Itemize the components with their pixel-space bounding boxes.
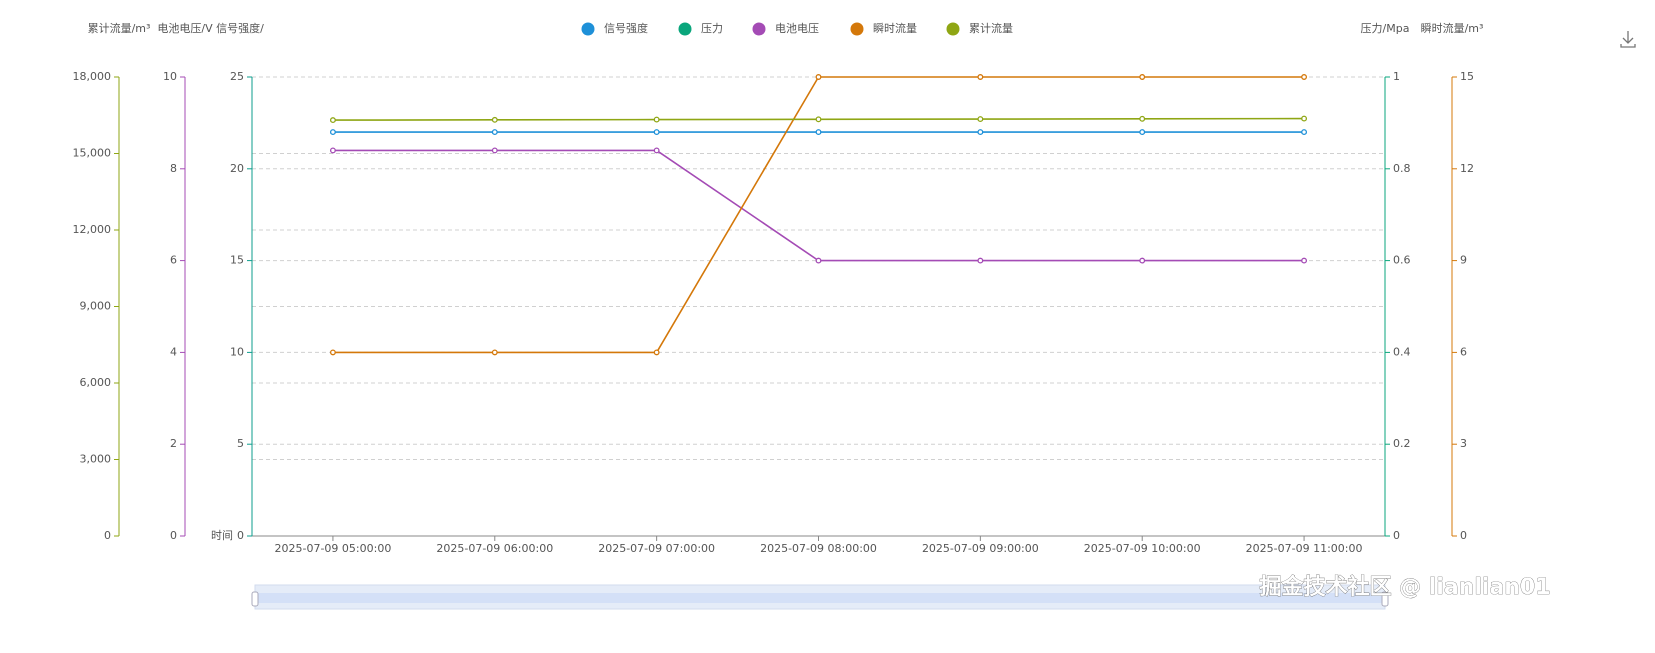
y-tick-label: 6 — [170, 254, 177, 267]
y-tick-label: 0.2 — [1393, 437, 1411, 450]
data-point — [491, 349, 498, 356]
legend-label: 瞬时流量 — [873, 21, 917, 35]
legend-label: 压力 — [701, 22, 723, 35]
y-tick-label: 9,000 — [80, 300, 112, 313]
data-point — [815, 129, 822, 136]
y-tick-label: 0.4 — [1393, 345, 1411, 358]
x-tick-label: 2025-07-09 08:00:00 — [760, 542, 877, 555]
x-tick-label: 2025-07-09 07:00:00 — [598, 542, 715, 555]
y-tick-label: 12,000 — [73, 223, 112, 236]
y-tick-label: 15 — [230, 254, 244, 267]
y-tick-label: 1 — [1393, 70, 1400, 83]
data-point — [977, 257, 984, 264]
y-tick-label: 0.8 — [1393, 162, 1411, 175]
data-point — [653, 147, 660, 154]
legend-marker — [752, 22, 766, 36]
x-tick-label: 2025-07-09 09:00:00 — [922, 542, 1039, 555]
y-tick-label: 20 — [230, 162, 244, 175]
data-point — [815, 257, 822, 264]
data-point — [1301, 115, 1308, 122]
data-point — [329, 349, 336, 356]
data-point — [1139, 257, 1146, 264]
watermark: 掘金技术社区 @ lianlian01 — [1259, 574, 1550, 600]
data-point — [1301, 129, 1308, 136]
y-tick-label: 15 — [1460, 70, 1474, 83]
y-tick-label: 2 — [170, 437, 177, 450]
x-tick-label: 2025-07-09 11:00:00 — [1246, 542, 1363, 555]
y-axis-name: 瞬时流量/m³ — [1421, 21, 1484, 35]
y-tick-label: 5 — [237, 437, 244, 450]
legend-marker — [850, 22, 864, 36]
data-point — [1301, 74, 1308, 80]
data-point — [653, 349, 660, 356]
y-tick-label: 10 — [230, 345, 244, 358]
y-tick-label: 0 — [1460, 529, 1467, 542]
y-tick-label: 8 — [170, 162, 177, 175]
y-tick-label: 0 — [104, 529, 111, 542]
data-point — [491, 147, 498, 154]
y-tick-label: 0 — [170, 529, 177, 542]
data-point — [329, 147, 336, 154]
y-tick-label: 6,000 — [80, 376, 112, 389]
y-tick-label: 0 — [1393, 529, 1400, 542]
y-tick-label: 3 — [1460, 437, 1467, 450]
legend-marker — [581, 22, 595, 36]
data-point — [1139, 115, 1146, 122]
data-point — [653, 129, 660, 136]
data-point — [329, 129, 336, 136]
y-tick-label: 12 — [1460, 162, 1474, 175]
y-axis-name: 压力/Mpa — [1361, 22, 1410, 35]
data-point — [1139, 74, 1146, 80]
x-tick-label: 2025-07-09 06:00:00 — [436, 542, 553, 555]
y-tick-label: 0 — [237, 529, 244, 542]
y-tick-label: 15,000 — [73, 147, 112, 160]
y-tick-label: 4 — [170, 345, 177, 358]
y-tick-label: 0.6 — [1393, 254, 1411, 267]
data-point — [1301, 257, 1308, 264]
y-tick-label: 6 — [1460, 345, 1467, 358]
data-point — [977, 129, 984, 136]
data-point — [1139, 129, 1146, 136]
y-axis-name: 电池电压/V — [157, 22, 213, 35]
data-point — [815, 116, 822, 123]
y-axis-name: 信号强度/ — [216, 21, 264, 35]
x-tick-label: 2025-07-09 05:00:00 — [275, 542, 392, 555]
data-point — [329, 117, 336, 124]
x-axis-label: 时间 — [211, 529, 233, 542]
data-point — [977, 116, 984, 123]
series-line — [332, 149, 1305, 262]
y-tick-label: 10 — [163, 70, 177, 83]
data-point — [815, 74, 822, 80]
y-tick-label: 25 — [230, 70, 244, 83]
data-point — [977, 74, 984, 80]
data-point — [491, 129, 498, 136]
legend-marker — [678, 22, 692, 36]
download-icon[interactable] — [1620, 31, 1636, 48]
y-tick-label: 18,000 — [73, 70, 112, 83]
legend-marker — [946, 22, 960, 36]
y-axis-name: 累计流量/m³ — [88, 21, 151, 35]
legend-label: 累计流量 — [969, 21, 1013, 35]
legend-label: 信号强度 — [604, 21, 648, 35]
data-zoom[interactable] — [251, 584, 1389, 610]
x-tick-label: 2025-07-09 10:00:00 — [1084, 542, 1201, 555]
legend-label: 电池电压 — [775, 22, 819, 35]
data-point — [653, 116, 660, 123]
y-tick-label: 9 — [1460, 254, 1467, 267]
data-point — [491, 116, 498, 123]
y-tick-label: 3,000 — [80, 453, 112, 466]
